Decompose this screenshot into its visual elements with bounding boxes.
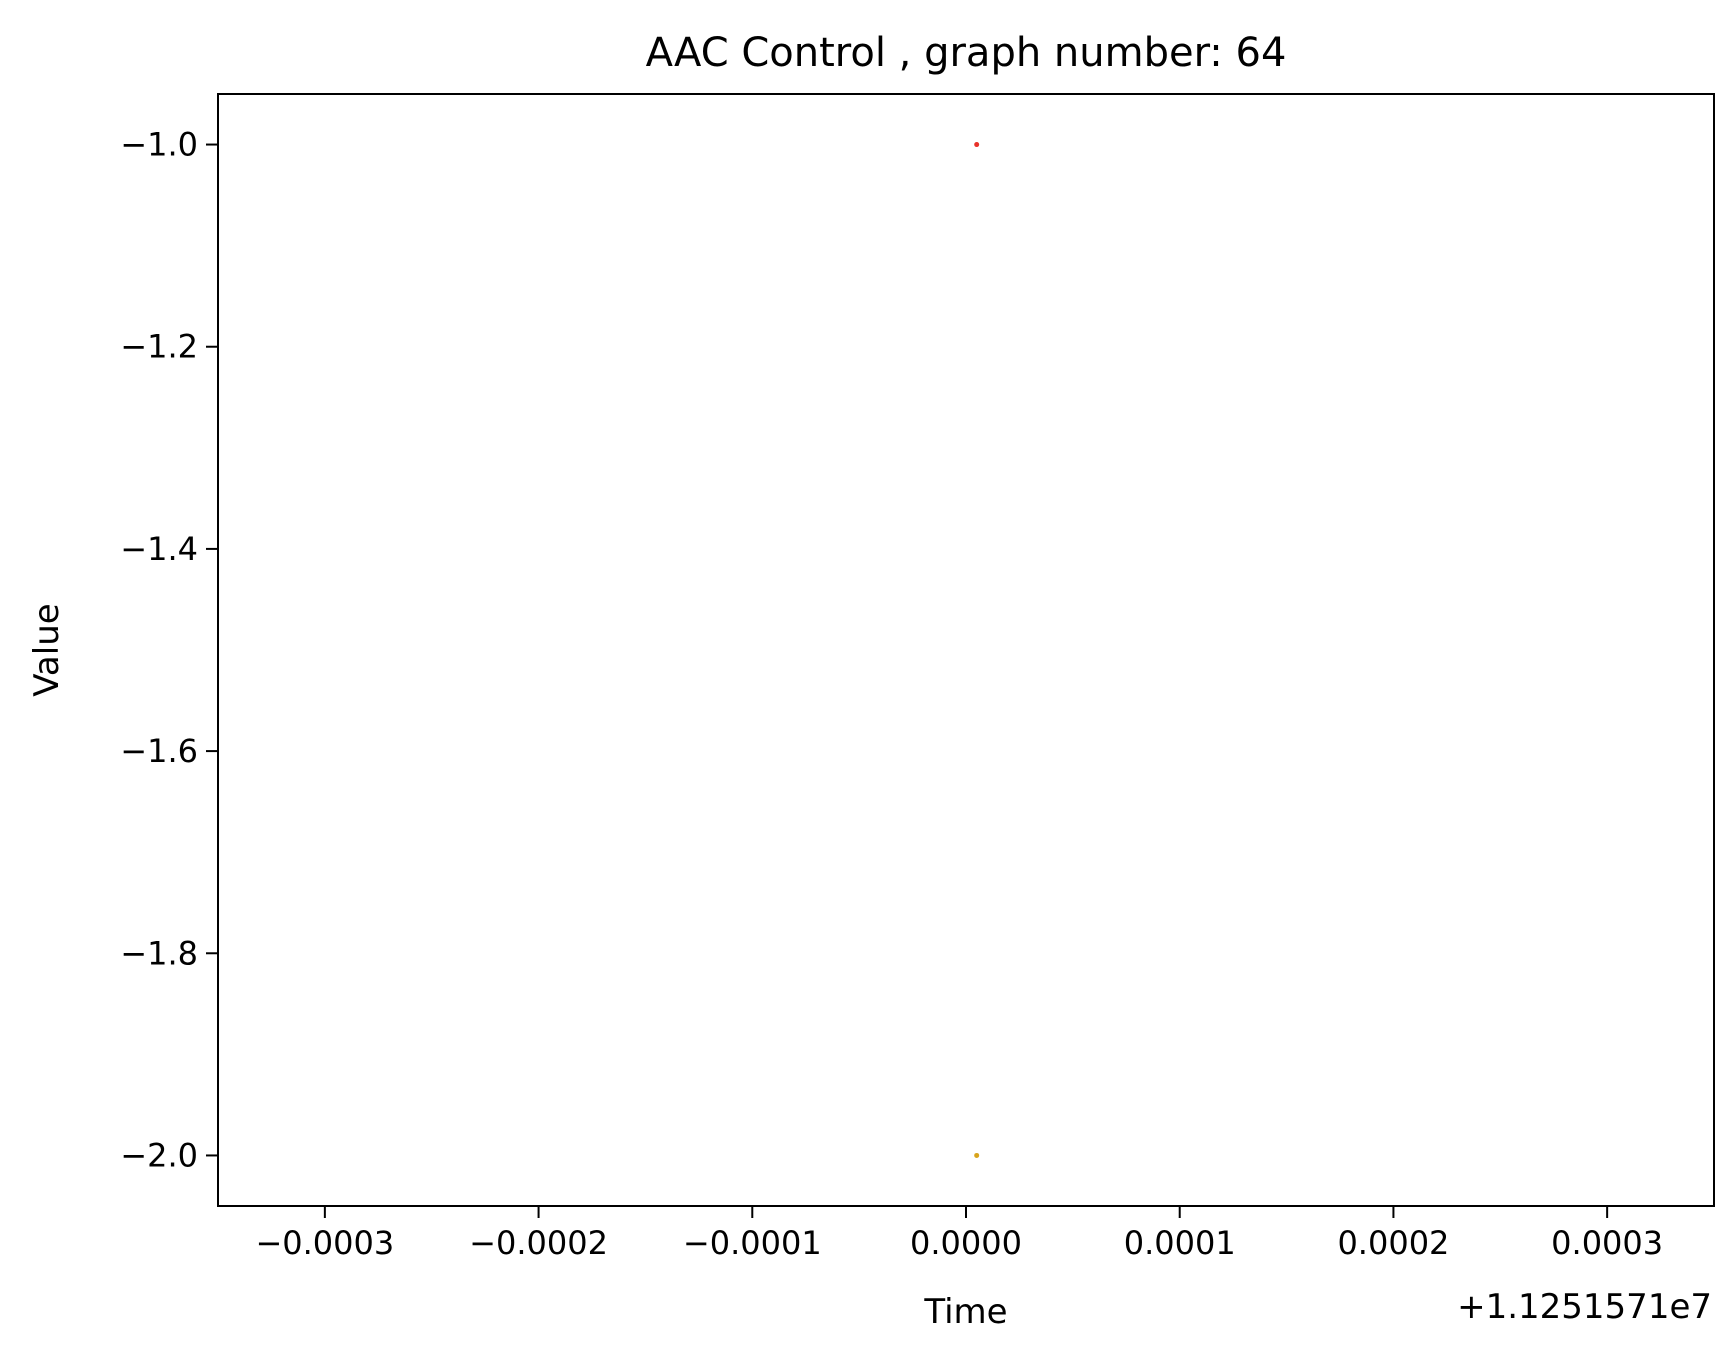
y-axis: −1.0 −1.2 −1.4 −1.6 −1.8 −2.0 xyxy=(120,126,218,1174)
y-tick-label: −2.0 xyxy=(120,1136,198,1174)
x-tick-label: −0.0001 xyxy=(683,1224,822,1262)
y-tick-label: −1.0 xyxy=(120,126,198,164)
x-tick-label: −0.0002 xyxy=(469,1224,608,1262)
y-tick-label: −1.2 xyxy=(120,328,198,366)
chart-title: AAC Control , graph number: 64 xyxy=(646,30,1287,76)
data-point-series-1 xyxy=(974,1152,980,1158)
data-points xyxy=(974,142,980,1158)
x-tick-label: 0.0000 xyxy=(910,1224,1022,1262)
x-axis: −0.0003 −0.0002 −0.0001 0.0000 0.0001 0.0002 0… xyxy=(255,1206,1663,1262)
x-tick-label: 0.0001 xyxy=(1124,1224,1236,1262)
x-axis-offset-label: +1.1251571e7 xyxy=(1457,1287,1712,1327)
y-tick-label: −1.8 xyxy=(120,934,198,972)
y-tick-label: −1.4 xyxy=(120,530,198,568)
x-axis-label: Time xyxy=(923,1292,1007,1332)
x-tick-label: 0.0003 xyxy=(1551,1224,1663,1262)
x-tick-label: 0.0002 xyxy=(1337,1224,1449,1262)
plot-area xyxy=(217,93,1715,1207)
y-tick-label: −1.6 xyxy=(120,732,198,770)
y-axis-label: Value xyxy=(27,603,67,696)
data-point-series-0 xyxy=(974,142,980,148)
x-tick-label: −0.0003 xyxy=(255,1224,394,1262)
